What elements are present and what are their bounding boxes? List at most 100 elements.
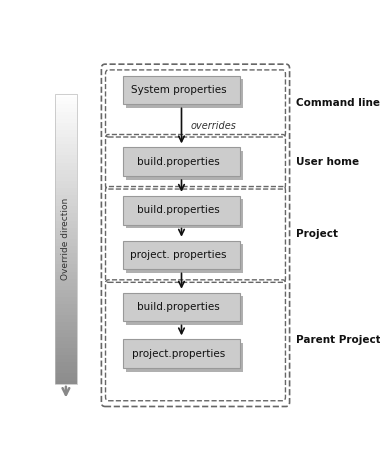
Bar bbox=[55, 279, 77, 282]
Bar bbox=[55, 333, 77, 337]
Bar bbox=[55, 231, 77, 235]
Bar bbox=[55, 101, 77, 104]
Bar bbox=[55, 119, 77, 123]
FancyBboxPatch shape bbox=[125, 244, 243, 273]
Bar bbox=[55, 166, 77, 170]
Text: Override direction: Override direction bbox=[62, 198, 70, 280]
Bar bbox=[55, 336, 77, 341]
Bar bbox=[55, 377, 77, 381]
Bar bbox=[55, 158, 77, 163]
Bar bbox=[55, 318, 77, 322]
Bar bbox=[55, 213, 77, 217]
Bar bbox=[55, 122, 77, 126]
Bar bbox=[55, 217, 77, 221]
Bar bbox=[55, 115, 77, 119]
Bar bbox=[55, 177, 77, 181]
Bar bbox=[55, 133, 77, 137]
Bar bbox=[55, 267, 77, 272]
Bar bbox=[55, 170, 77, 173]
Bar bbox=[55, 162, 77, 166]
Bar bbox=[55, 195, 77, 199]
Bar bbox=[55, 104, 77, 108]
Bar bbox=[55, 202, 77, 206]
Bar bbox=[55, 370, 77, 373]
Bar bbox=[55, 108, 77, 112]
Bar bbox=[55, 355, 77, 359]
Bar bbox=[55, 293, 77, 297]
Bar bbox=[55, 180, 77, 185]
Bar bbox=[55, 151, 77, 155]
Bar bbox=[55, 249, 77, 254]
Text: User home: User home bbox=[296, 157, 359, 167]
Bar bbox=[55, 192, 77, 195]
Text: build.properties: build.properties bbox=[137, 205, 220, 215]
Bar bbox=[55, 210, 77, 213]
Bar bbox=[55, 297, 77, 301]
Text: project.properties: project.properties bbox=[132, 349, 225, 359]
Bar bbox=[55, 206, 77, 210]
Bar bbox=[55, 351, 77, 355]
Text: Command line: Command line bbox=[296, 98, 380, 109]
FancyBboxPatch shape bbox=[123, 147, 241, 176]
Bar bbox=[55, 260, 77, 264]
Bar bbox=[55, 137, 77, 141]
Bar bbox=[55, 326, 77, 330]
Bar bbox=[55, 315, 77, 319]
Bar bbox=[55, 373, 77, 377]
Bar bbox=[55, 308, 77, 312]
Bar bbox=[55, 275, 77, 279]
Bar bbox=[55, 300, 77, 304]
Bar bbox=[55, 344, 77, 348]
FancyBboxPatch shape bbox=[123, 196, 241, 225]
Bar bbox=[55, 348, 77, 351]
Bar bbox=[55, 239, 77, 242]
Bar bbox=[55, 235, 77, 239]
Bar bbox=[55, 93, 77, 97]
Bar bbox=[55, 322, 77, 326]
Bar bbox=[55, 246, 77, 250]
Bar bbox=[55, 340, 77, 344]
Bar bbox=[55, 311, 77, 315]
Bar bbox=[55, 173, 77, 177]
Bar bbox=[55, 220, 77, 225]
Bar bbox=[55, 257, 77, 260]
Bar bbox=[55, 228, 77, 232]
Bar bbox=[55, 224, 77, 228]
FancyBboxPatch shape bbox=[123, 241, 241, 269]
Text: overrides: overrides bbox=[190, 121, 236, 131]
Bar bbox=[55, 97, 77, 101]
FancyBboxPatch shape bbox=[123, 293, 241, 322]
Bar bbox=[55, 289, 77, 294]
Bar bbox=[55, 271, 77, 275]
Bar bbox=[55, 264, 77, 268]
Bar bbox=[55, 155, 77, 159]
Bar bbox=[55, 94, 77, 384]
Bar bbox=[55, 242, 77, 246]
Bar bbox=[55, 286, 77, 290]
Bar bbox=[55, 199, 77, 203]
FancyBboxPatch shape bbox=[125, 343, 243, 372]
FancyBboxPatch shape bbox=[125, 199, 243, 228]
Text: build.properties: build.properties bbox=[137, 302, 220, 312]
FancyBboxPatch shape bbox=[123, 339, 241, 368]
Bar bbox=[55, 358, 77, 363]
Text: project. properties: project. properties bbox=[130, 250, 227, 260]
FancyBboxPatch shape bbox=[123, 75, 241, 104]
Bar bbox=[55, 111, 77, 116]
Bar bbox=[55, 380, 77, 384]
Bar bbox=[55, 148, 77, 152]
FancyBboxPatch shape bbox=[125, 151, 243, 180]
Bar bbox=[55, 329, 77, 333]
Bar bbox=[55, 362, 77, 366]
Bar bbox=[55, 140, 77, 144]
Bar bbox=[55, 126, 77, 130]
Text: build.properties: build.properties bbox=[137, 157, 220, 167]
Bar bbox=[55, 188, 77, 192]
FancyBboxPatch shape bbox=[125, 296, 243, 325]
Bar bbox=[55, 144, 77, 148]
Bar bbox=[55, 282, 77, 286]
Text: Parent Projects: Parent Projects bbox=[296, 335, 380, 345]
Bar bbox=[55, 253, 77, 257]
Bar bbox=[55, 184, 77, 188]
FancyBboxPatch shape bbox=[125, 79, 243, 108]
